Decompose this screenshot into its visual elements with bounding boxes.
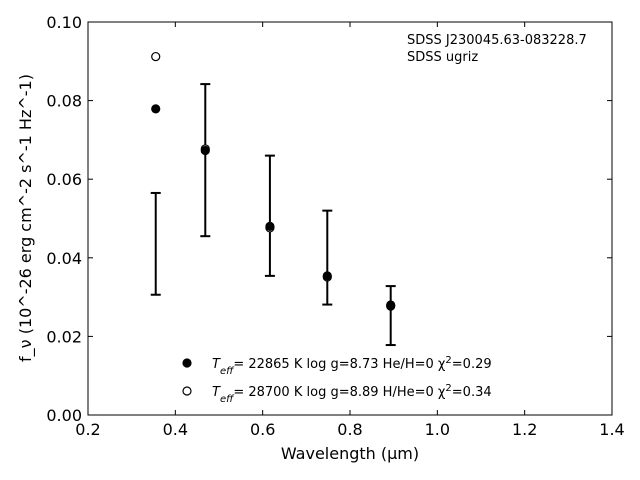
x-tick-label: 1.4 <box>599 420 624 439</box>
x-tick-label: 0.8 <box>337 420 362 439</box>
y-tick-label: 0.00 <box>46 406 82 425</box>
y-tick-label: 0.06 <box>46 170 82 189</box>
x-tick-label: 1.0 <box>425 420 450 439</box>
model-point-filled <box>151 104 161 114</box>
y-tick-label: 0.08 <box>46 92 82 111</box>
y-tick-label: 0.02 <box>46 327 82 346</box>
annotation-object-name: SDSS J230045.63-083228.7 <box>407 33 587 48</box>
x-tick-label: 1.2 <box>512 420 537 439</box>
y-tick-label: 0.04 <box>46 249 82 268</box>
model-point-filled <box>265 221 275 231</box>
model-point-filled <box>322 271 332 281</box>
legend-marker-filled <box>182 358 192 368</box>
x-tick-label: 0.4 <box>163 420 188 439</box>
annotation-photometry: SDSS ugriz <box>407 50 478 65</box>
x-tick-label: 0.2 <box>75 420 100 439</box>
model-point-open <box>151 51 161 62</box>
model-point-filled <box>386 300 396 310</box>
model-point-filled <box>200 145 210 156</box>
y-axis-label: f_ν (10^-26 erg cm^-2 s^-1 Hz^-1) <box>16 74 36 362</box>
legend-marker-open <box>182 386 192 396</box>
legend-label: Teff= 28700 K log g=8.89 H/He=0 χ2=0.34 <box>212 383 492 405</box>
y-tick-label: 0.10 <box>46 13 82 32</box>
legend-label: Teff= 22865 K log g=8.73 He/H=0 χ2=0.29 <box>212 355 492 377</box>
x-axis-label: Wavelength (μm) <box>281 444 419 463</box>
x-tick-label: 0.6 <box>250 420 275 439</box>
